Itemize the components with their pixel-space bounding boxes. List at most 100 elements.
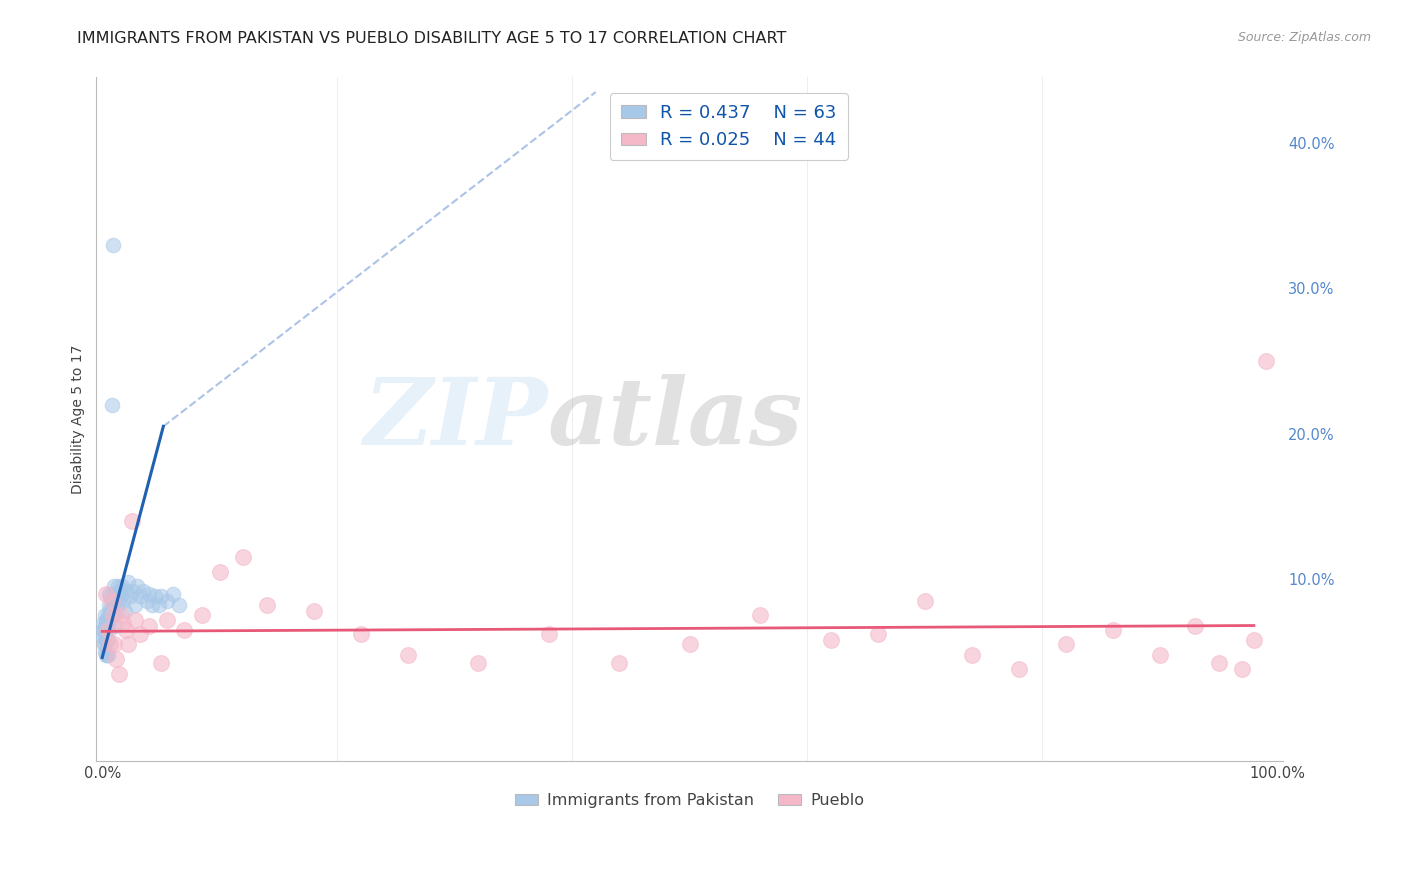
Point bbox=[101, 586, 124, 600]
Point bbox=[124, 598, 146, 612]
Point bbox=[101, 237, 124, 252]
Point bbox=[94, 586, 117, 600]
Text: atlas: atlas bbox=[547, 374, 803, 464]
Point bbox=[100, 594, 122, 608]
Point bbox=[1149, 648, 1171, 662]
Point bbox=[208, 565, 231, 579]
Point bbox=[960, 648, 983, 662]
Point bbox=[128, 627, 150, 641]
Text: Source: ZipAtlas.com: Source: ZipAtlas.com bbox=[1237, 31, 1371, 45]
Point bbox=[94, 648, 117, 662]
Point bbox=[1054, 637, 1077, 651]
Point bbox=[749, 608, 772, 623]
Legend: Immigrants from Pakistan, Pueblo: Immigrants from Pakistan, Pueblo bbox=[509, 787, 870, 814]
Point bbox=[94, 623, 117, 637]
Point bbox=[93, 637, 115, 651]
Point bbox=[100, 608, 122, 623]
Point bbox=[156, 613, 179, 627]
Point bbox=[914, 594, 936, 608]
Point bbox=[679, 637, 702, 651]
Point bbox=[91, 623, 114, 637]
Point bbox=[94, 645, 117, 659]
Point bbox=[96, 613, 118, 627]
Point bbox=[138, 618, 160, 632]
Point bbox=[112, 594, 135, 608]
Point bbox=[1102, 623, 1125, 637]
Point bbox=[396, 648, 419, 662]
Point bbox=[110, 590, 132, 604]
Point bbox=[148, 598, 170, 612]
Point bbox=[111, 579, 134, 593]
Point bbox=[105, 604, 128, 618]
Point bbox=[93, 608, 115, 623]
Point bbox=[1208, 657, 1230, 671]
Point bbox=[162, 586, 184, 600]
Point bbox=[866, 627, 889, 641]
Point bbox=[101, 601, 124, 615]
Point bbox=[93, 615, 115, 630]
Point bbox=[103, 579, 125, 593]
Point bbox=[120, 590, 142, 604]
Point bbox=[97, 633, 120, 648]
Point bbox=[114, 604, 136, 618]
Point bbox=[103, 608, 125, 623]
Point bbox=[149, 657, 172, 671]
Point bbox=[100, 590, 122, 604]
Point bbox=[167, 598, 190, 612]
Point bbox=[98, 611, 121, 625]
Point bbox=[114, 583, 136, 598]
Point bbox=[107, 666, 129, 681]
Point bbox=[112, 615, 135, 630]
Point bbox=[191, 608, 214, 623]
Point bbox=[467, 657, 489, 671]
Point bbox=[302, 604, 325, 618]
Point bbox=[94, 630, 117, 644]
Point bbox=[105, 652, 128, 666]
Point bbox=[1008, 662, 1031, 676]
Point bbox=[100, 398, 122, 412]
Point bbox=[114, 623, 136, 637]
Point bbox=[128, 590, 150, 604]
Point bbox=[820, 633, 842, 648]
Point bbox=[1243, 633, 1265, 648]
Point bbox=[94, 633, 117, 648]
Point bbox=[1184, 618, 1206, 632]
Point bbox=[121, 583, 143, 598]
Point bbox=[138, 586, 160, 600]
Point bbox=[94, 615, 117, 630]
Point bbox=[98, 598, 121, 612]
Point bbox=[105, 590, 128, 604]
Point bbox=[93, 637, 115, 651]
Point bbox=[97, 618, 120, 632]
Point bbox=[1254, 354, 1277, 368]
Point bbox=[607, 657, 630, 671]
Y-axis label: Disability Age 5 to 17: Disability Age 5 to 17 bbox=[72, 344, 86, 494]
Point bbox=[100, 594, 122, 608]
Point bbox=[1230, 662, 1253, 676]
Point bbox=[121, 514, 143, 528]
Text: ZIP: ZIP bbox=[363, 374, 547, 464]
Point bbox=[100, 637, 122, 651]
Point bbox=[96, 618, 118, 632]
Point bbox=[93, 618, 115, 632]
Point bbox=[117, 637, 139, 651]
Point bbox=[97, 648, 120, 662]
Point bbox=[256, 598, 278, 612]
Point bbox=[143, 590, 166, 604]
Point bbox=[149, 590, 172, 604]
Point bbox=[96, 633, 118, 648]
Point bbox=[132, 583, 155, 598]
Point bbox=[117, 574, 139, 589]
Point bbox=[108, 583, 131, 598]
Point bbox=[107, 579, 129, 593]
Point bbox=[141, 598, 163, 612]
Point bbox=[97, 608, 120, 623]
Point bbox=[110, 608, 132, 623]
Point bbox=[104, 618, 127, 632]
Point bbox=[93, 623, 115, 637]
Point bbox=[124, 613, 146, 627]
Point bbox=[107, 594, 129, 608]
Point bbox=[96, 648, 118, 662]
Point bbox=[101, 608, 124, 623]
Point bbox=[135, 594, 157, 608]
